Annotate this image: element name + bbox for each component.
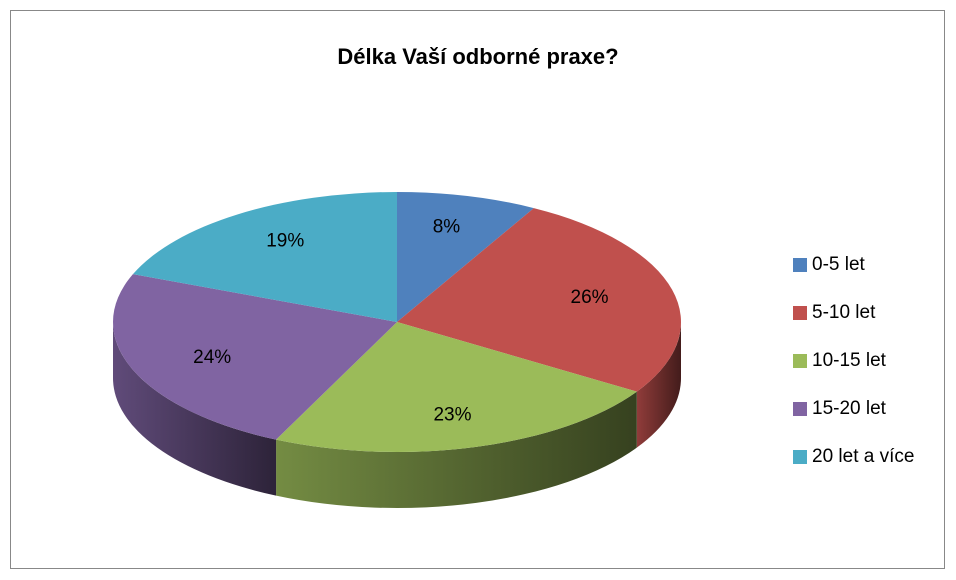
data-label: 24% bbox=[193, 347, 231, 368]
legend-label: 5-10 let bbox=[812, 302, 876, 323]
legend-swatch bbox=[793, 354, 807, 368]
data-label: 26% bbox=[571, 287, 609, 308]
pie-slice bbox=[276, 322, 637, 452]
legend-label: 15-20 let bbox=[812, 398, 887, 419]
data-label: 23% bbox=[433, 405, 471, 426]
chart-title: Délka Vaší odborné praxe? bbox=[337, 44, 618, 69]
pie-slice bbox=[397, 208, 681, 392]
legend-swatch bbox=[793, 402, 807, 416]
data-label: 8% bbox=[433, 217, 461, 238]
data-label: 19% bbox=[266, 230, 304, 251]
legend-label: 10-15 let bbox=[812, 350, 887, 371]
pie-slice bbox=[132, 192, 397, 322]
pie-side bbox=[276, 391, 637, 508]
pie-slice bbox=[112, 274, 397, 440]
pie-side bbox=[636, 322, 681, 448]
legend-swatch bbox=[793, 306, 807, 320]
legend-swatch bbox=[793, 450, 807, 464]
pie-side bbox=[113, 322, 277, 496]
pie-slice bbox=[397, 192, 534, 322]
legend-label: 0-5 let bbox=[812, 254, 866, 275]
legend-label: 20 let a více bbox=[812, 446, 914, 467]
legend-swatch bbox=[793, 258, 807, 272]
